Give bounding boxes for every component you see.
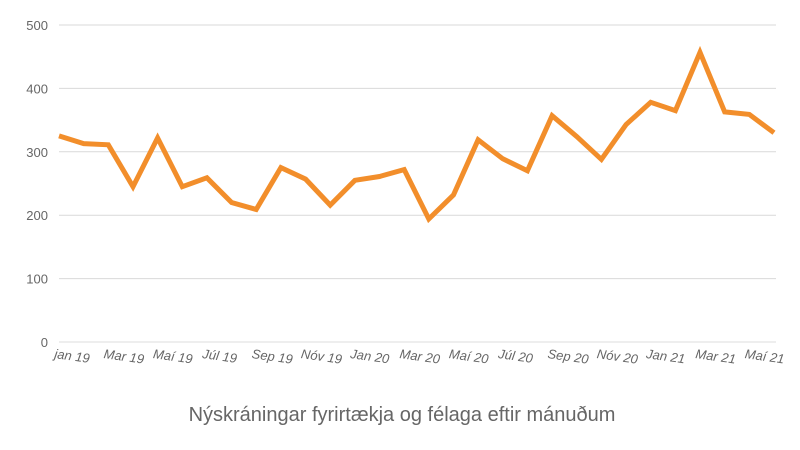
x-tick-label: Sep 19 [251, 346, 294, 367]
y-axis-ticks: 0 100 200 300 400 500 [26, 18, 48, 350]
gridlines [59, 24, 776, 343]
x-tick-label: Jan 21 [644, 346, 686, 366]
x-tick-label: Mar 19 [103, 346, 145, 366]
y-tick-label: 0 [41, 335, 48, 350]
y-tick-label: 300 [26, 145, 48, 160]
x-axis-ticks: jan 19 Mar 19 Maí 19 Júl 19 Sep 19 Nóv 19 Jan … [52, 346, 786, 367]
x-tick-label: Júl 20 [496, 346, 534, 366]
x-tick-label: Nóv 19 [300, 346, 343, 367]
y-tick-label: 200 [26, 208, 48, 223]
x-tick-label: Nóv 20 [596, 346, 640, 367]
chart-title: Nýskráningar fyrirtækja og félaga eftir … [189, 404, 616, 426]
y-tick-label: 500 [26, 18, 48, 33]
x-tick-label: Maí 21 [744, 346, 785, 366]
x-tick-label: Mar 21 [695, 346, 737, 366]
y-tick-label: 400 [26, 81, 48, 96]
x-tick-label: Maí 19 [152, 346, 193, 366]
x-tick-label: Sep 20 [547, 346, 591, 367]
x-tick-label: Júl 19 [201, 346, 238, 366]
x-tick-label: jan 19 [52, 346, 91, 366]
x-tick-label: Maí 20 [448, 346, 490, 366]
y-tick-label: 100 [26, 272, 48, 287]
series-line [58, 45, 776, 224]
x-tick-label: Jan 20 [348, 346, 390, 367]
x-tick-label: Mar 20 [399, 346, 442, 367]
